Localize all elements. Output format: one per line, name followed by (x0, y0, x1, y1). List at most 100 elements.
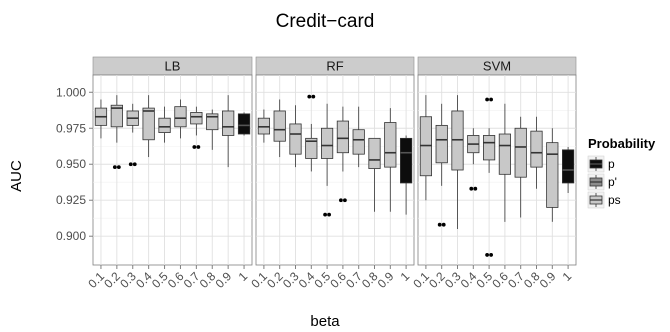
box-rf-0.2 (273, 99, 286, 158)
box-iqr (174, 106, 187, 128)
box-lb-0.5 (158, 106, 171, 143)
legend-item-1: p (587, 155, 615, 173)
x-tick-label: 0.9 (375, 269, 397, 291)
box-lb-1 (237, 112, 251, 136)
x-tick-label: 1 (560, 269, 575, 284)
box-iqr (546, 142, 559, 208)
outlier-point (307, 94, 312, 99)
box-iqr (273, 110, 286, 142)
outlier-point (489, 253, 493, 257)
outlier-point (116, 165, 121, 170)
box-rf-0.5 (321, 103, 334, 217)
box-lb-0.8 (206, 109, 219, 150)
strip-label: RF (326, 59, 343, 74)
box-iqr (206, 113, 219, 131)
box-svm-0.8 (530, 116, 543, 189)
chart-title: Credit−card (276, 11, 375, 32)
box-rf-0.6 (336, 106, 349, 203)
outlier-point (437, 222, 442, 227)
box-iqr (368, 137, 381, 169)
y-axis-title: AUC (8, 160, 25, 192)
panel-lb: LB0.10.20.30.40.50.60.70.80.9 1 (85, 56, 253, 291)
box-rf-0.1 (257, 109, 270, 143)
box-iqr (562, 149, 575, 184)
outlier-point (473, 186, 478, 191)
y-tick-label: 0.975 (56, 121, 86, 135)
box-svm-1 (562, 146, 575, 194)
outlier-point (112, 165, 117, 170)
box-lb-0.7 (190, 106, 203, 149)
strip-label: LB (165, 59, 181, 74)
outlier-point (196, 145, 201, 149)
legend-item-3: ps (587, 191, 621, 209)
box-svm-0.7 (514, 116, 527, 218)
panel-background (255, 74, 415, 266)
panel-background (92, 74, 253, 266)
box-iqr (142, 107, 155, 141)
legend-label: ps (608, 193, 621, 207)
box-svm-0.1 (419, 95, 432, 201)
x-axis-title: beta (310, 313, 340, 330)
outlier-point (485, 97, 489, 102)
box-lb-0.6 (174, 99, 187, 139)
box-iqr (190, 112, 203, 125)
facet-panels: LB0.10.20.30.40.50.60.70.80.9 1RF0.10.20.… (85, 56, 577, 291)
strip-label: SVM (483, 59, 511, 74)
box-iqr (514, 127, 527, 178)
x-tick-label: 0.9 (537, 269, 559, 291)
outlier-point (469, 186, 474, 191)
x-tick-label: 0.9 (213, 269, 235, 291)
outlier-point (192, 145, 197, 149)
box-iqr (237, 113, 251, 135)
outlier-point (327, 212, 331, 217)
outlier-point (343, 198, 347, 203)
box-lb-0.4 (142, 95, 155, 158)
box-rf-0.4 (305, 94, 318, 172)
legend-label: p (608, 157, 615, 171)
legend: Probability p p' ps (587, 136, 656, 209)
box-svm-0.9 (546, 128, 559, 222)
box-rf-0.9 (384, 108, 397, 212)
y-tick-label: 0.900 (56, 229, 86, 243)
outlier-point (311, 94, 316, 99)
box-rf-0.3 (289, 105, 302, 168)
outlier-point (485, 253, 489, 257)
outlier-point (323, 212, 327, 217)
outlier-point (441, 222, 446, 227)
panel-rf: RF0.10.20.30.40.50.60.70.80.9 1 (248, 56, 415, 291)
box-svm-0.4 (467, 128, 480, 191)
outlier-point (339, 198, 343, 203)
outlier-point (128, 162, 133, 167)
outlier-point (489, 97, 493, 102)
outlier-point (132, 162, 137, 167)
y-tick-label: 0.925 (56, 193, 86, 207)
box-rf-0.8 (368, 137, 381, 212)
box-iqr (321, 127, 334, 159)
box-lb-0.3 (126, 103, 139, 167)
box-lb-0.1 (94, 99, 108, 139)
box-iqr (336, 120, 349, 154)
box-rf-0.7 (352, 106, 365, 168)
y-tick-label: 0.950 (56, 157, 86, 171)
box-iqr (498, 133, 511, 175)
y-tick-label: 1.000 (56, 85, 86, 99)
box-svm-0.6 (498, 103, 511, 222)
y-axis: 0.900 0.925 0.950 0.975 1.000 (56, 85, 93, 243)
box-svm-0.2 (435, 103, 448, 227)
box-iqr (110, 104, 123, 128)
legend-title: Probability (588, 136, 656, 151)
box-iqr (483, 135, 496, 161)
box-iqr (158, 117, 171, 133)
box-iqr (289, 123, 302, 155)
box-iqr (400, 137, 413, 184)
legend-item-2: p' (587, 173, 617, 191)
box-svm-0.3 (451, 95, 464, 230)
legend-label: p' (608, 175, 617, 189)
box-iqr (305, 137, 318, 159)
box-iqr (222, 110, 235, 136)
box-iqr (530, 130, 543, 168)
box-lb-0.9 (222, 95, 235, 168)
box-rf-1 (400, 135, 413, 215)
